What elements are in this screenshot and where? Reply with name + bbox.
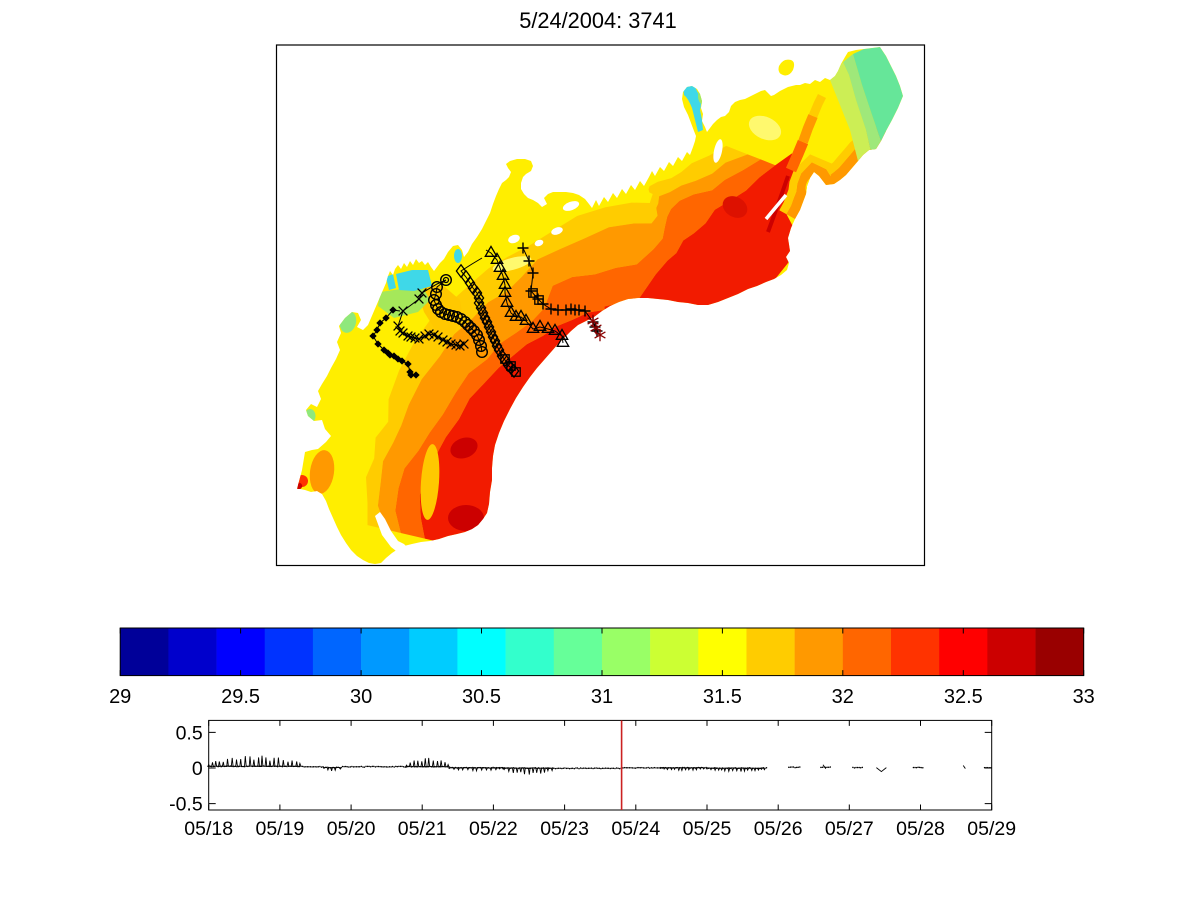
svg-text:05/26: 05/26	[754, 818, 803, 840]
svg-text:32.5: 32.5	[944, 686, 983, 708]
svg-text:30.5: 30.5	[462, 686, 501, 708]
svg-text:33: 33	[1073, 686, 1095, 708]
svg-text:05/18: 05/18	[184, 818, 233, 840]
svg-text:31: 31	[591, 686, 613, 708]
svg-text:0: 0	[192, 758, 203, 780]
svg-text:05/20: 05/20	[327, 818, 376, 840]
svg-text:29: 29	[109, 686, 131, 708]
svg-text:05/28: 05/28	[896, 818, 945, 840]
svg-text:05/21: 05/21	[398, 818, 447, 840]
svg-text:05/29: 05/29	[967, 818, 1016, 840]
svg-text:5/24/2004: 3741: 5/24/2004: 3741	[519, 8, 677, 33]
svg-text:31.5: 31.5	[703, 686, 742, 708]
svg-text:29.5: 29.5	[221, 686, 260, 708]
svg-text:-0.5: -0.5	[169, 794, 203, 816]
svg-text:32: 32	[832, 686, 854, 708]
svg-text:05/19: 05/19	[255, 818, 304, 840]
svg-text:0.5: 0.5	[176, 722, 203, 744]
svg-text:05/24: 05/24	[611, 818, 660, 840]
svg-text:05/22: 05/22	[469, 818, 518, 840]
svg-text:30: 30	[350, 686, 372, 708]
svg-text:05/25: 05/25	[683, 818, 732, 840]
svg-text:05/23: 05/23	[540, 818, 589, 840]
svg-text:05/27: 05/27	[825, 818, 874, 840]
